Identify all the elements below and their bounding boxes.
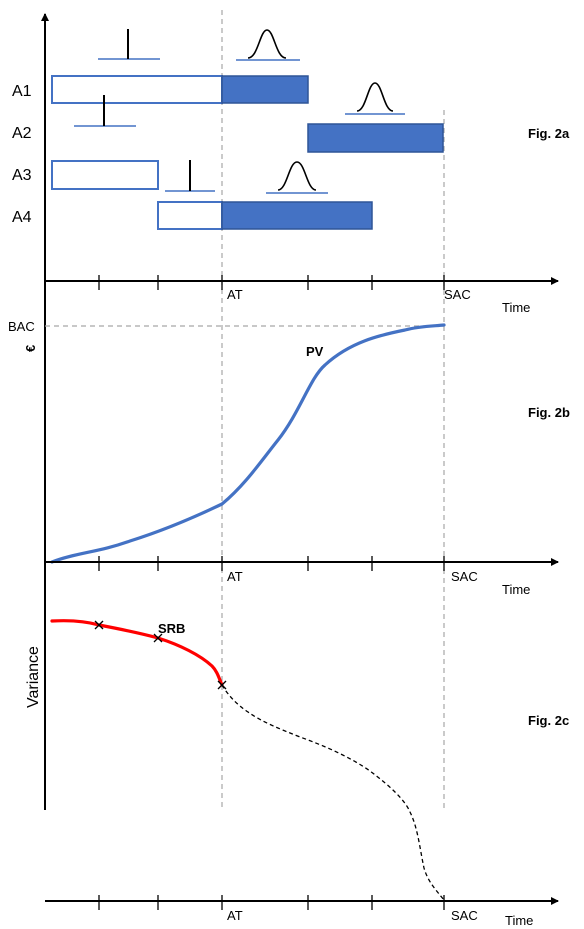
- sac-tick-label: SAC: [451, 908, 478, 923]
- a4-remaining-bar: [221, 201, 373, 230]
- deterministic-duration-icon: [74, 95, 136, 127]
- srb-curve: [50, 619, 224, 687]
- srb-marker-icon: [217, 680, 227, 690]
- pv-curve: [50, 323, 446, 564]
- fig-2b-label: Fig. 2b: [528, 405, 570, 420]
- a2-remaining-bar: [307, 123, 444, 153]
- distribution-curve-icon: [236, 29, 300, 61]
- fig-2a-ticks: [98, 275, 445, 290]
- bac-label: BAC: [8, 319, 35, 334]
- fig-2c-label: Fig. 2c: [528, 713, 569, 728]
- fig-2a-gantt: A1 A2 A3 A4: [12, 29, 570, 315]
- time-axis-label: Time: [502, 582, 530, 597]
- fig-2c-variance: Variance SRB AT SAC Time Fig. 2c: [25, 619, 569, 928]
- forecast-variance-dashed-line: [221, 684, 445, 901]
- srb-curve-label: SRB: [158, 621, 185, 636]
- fig-2b-ticks: [98, 556, 445, 571]
- a3-completed-bar: [51, 160, 159, 190]
- at-tick-label: AT: [227, 287, 243, 302]
- time-axis-label: Time: [505, 913, 533, 928]
- activity-label-a4: A4: [12, 209, 32, 226]
- sac-tick-label: SAC: [444, 287, 471, 302]
- activity-label-a3: A3: [12, 167, 32, 184]
- srb-marker-icon: [94, 620, 104, 630]
- time-axis-label: Time: [502, 300, 530, 315]
- deterministic-duration-icon: [98, 29, 160, 60]
- activity-label-a1: A1: [12, 83, 32, 100]
- sac-tick-label: SAC: [451, 569, 478, 584]
- activity-label-a2: A2: [12, 125, 32, 142]
- distribution-curve-icon: [266, 161, 328, 194]
- pv-curve-label: PV: [306, 344, 324, 359]
- fig-2b-pv-curve: BAC € PV AT SAC Time Fig. 2b: [8, 319, 570, 597]
- fig-2a-label: Fig. 2a: [528, 126, 570, 141]
- srb-marker-icon: [153, 633, 163, 643]
- a4-completed-bar: [157, 201, 223, 230]
- at-tick-label: AT: [227, 569, 243, 584]
- variance-axis-label: Variance: [25, 646, 42, 708]
- deterministic-duration-icon: [165, 160, 215, 192]
- fig-2c-ticks: [98, 895, 445, 910]
- euro-axis-symbol: €: [23, 345, 38, 352]
- a1-remaining-bar: [221, 75, 309, 104]
- distribution-curve-icon: [345, 82, 405, 115]
- a1-completed-bar: [51, 75, 223, 104]
- at-tick-label: AT: [227, 908, 243, 923]
